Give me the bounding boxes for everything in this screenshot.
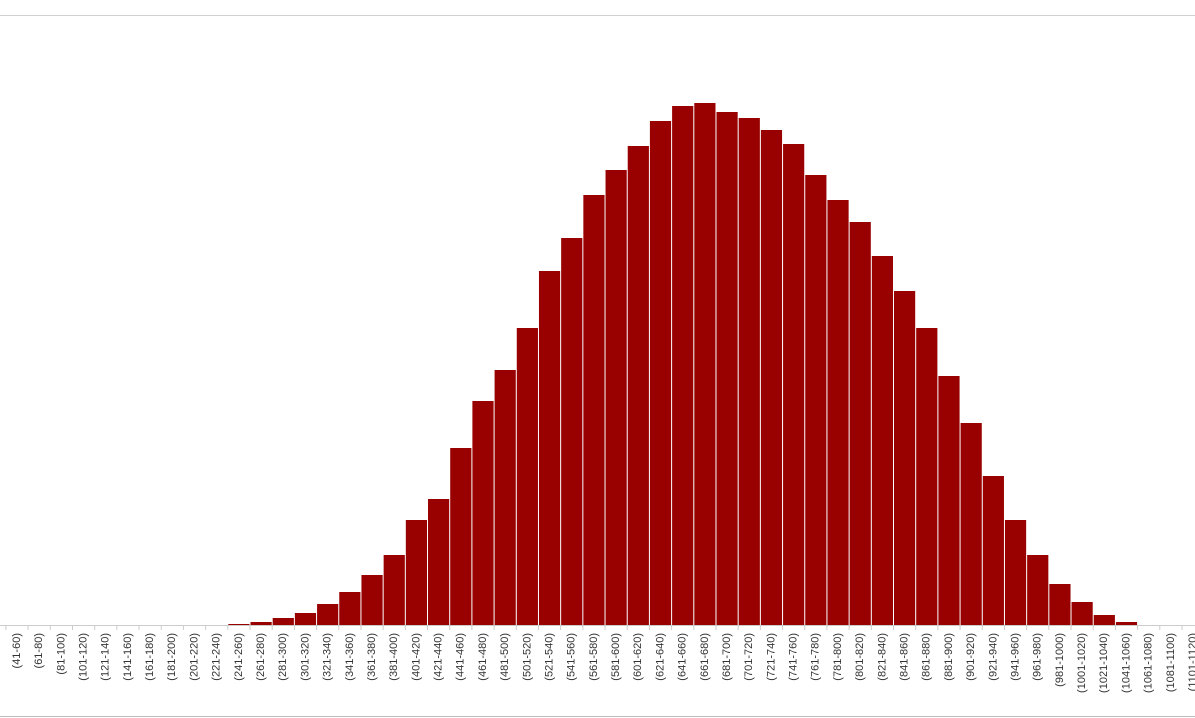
bar — [317, 604, 339, 625]
x-tick-label: (1101-1120) — [1187, 633, 1195, 691]
x-tick-label: (441-460) — [455, 633, 467, 681]
x-tick-label: (881-900) — [943, 633, 955, 681]
x-tick-label: (1021-1040) — [1098, 633, 1110, 693]
bar — [960, 423, 982, 625]
x-tick-label: (301-320) — [299, 633, 311, 681]
x-tick-label: (161-180) — [144, 633, 156, 681]
x-tick-label: (321-340) — [322, 633, 334, 681]
bar — [1093, 615, 1115, 625]
x-tick-label: (1041-1060) — [1120, 633, 1132, 693]
bar — [383, 555, 405, 625]
bar — [605, 170, 627, 625]
x-tick-label: (821-840) — [876, 633, 888, 681]
x-tick-label: (201-220) — [188, 633, 200, 681]
bar — [583, 195, 605, 625]
x-tick-label: (561-580) — [588, 633, 600, 681]
bar — [627, 146, 649, 625]
x-tick-label: (901-920) — [965, 633, 977, 681]
x-tick-label: (421-440) — [433, 633, 445, 681]
bar — [516, 328, 538, 625]
x-tick-label: (261-280) — [255, 633, 267, 681]
bar — [783, 144, 805, 625]
x-tick-label: (761-780) — [810, 633, 822, 681]
x-tick-label: (601-620) — [632, 633, 644, 681]
bar — [982, 476, 1004, 625]
bar — [1004, 520, 1027, 625]
x-tick-label: (841-860) — [899, 633, 911, 681]
x-tick-label: (541-560) — [566, 633, 578, 681]
bar — [738, 118, 760, 625]
x-tick-label: (641-660) — [677, 633, 689, 681]
x-tick-label: (941-960) — [1009, 633, 1021, 681]
bar — [561, 238, 583, 625]
bar — [272, 618, 294, 625]
x-tick-label: (1001-1020) — [1076, 633, 1088, 693]
x-tick-label: (521-540) — [543, 633, 555, 681]
x-tick-label: (701-720) — [743, 633, 755, 681]
bar — [938, 376, 960, 625]
bar — [894, 291, 916, 625]
x-tick-label: (281-300) — [277, 633, 289, 681]
x-tick-label: (81-100) — [55, 633, 67, 675]
x-tick-label: (981-1000) — [1054, 633, 1066, 687]
bar — [916, 328, 938, 625]
x-tick-label: (481-500) — [499, 633, 511, 681]
bar — [1071, 602, 1093, 625]
x-tick-label: (221-240) — [211, 633, 223, 681]
x-tick-label: (1061-1080) — [1143, 633, 1155, 693]
x-tick-label: (361-380) — [366, 633, 378, 681]
x-tick-label: (581-600) — [610, 633, 622, 681]
x-tick-label: (101-120) — [77, 633, 89, 681]
bar — [294, 613, 317, 625]
bar — [1049, 584, 1071, 625]
x-tick-label: (181-200) — [166, 633, 178, 681]
x-tick-label: (341-360) — [344, 633, 356, 681]
x-tick-label: (41-60) — [11, 633, 23, 668]
bar — [428, 499, 450, 625]
bar — [250, 622, 272, 625]
x-tick-label: (961-980) — [1032, 633, 1044, 681]
bar — [361, 575, 383, 625]
x-tick-label: (921-940) — [987, 633, 999, 681]
x-tick-label: (621-640) — [654, 633, 666, 681]
bar — [405, 520, 428, 625]
bar — [538, 271, 561, 625]
x-tick-label: (861-880) — [921, 633, 933, 681]
x-tick-label: (121-140) — [100, 633, 112, 681]
bar — [716, 112, 738, 625]
x-tick-label: (1081-1100) — [1165, 633, 1177, 692]
bar — [472, 401, 494, 625]
bar — [450, 448, 472, 625]
bar — [849, 222, 871, 625]
x-tick-label: (241-260) — [233, 633, 245, 681]
bar — [694, 103, 716, 625]
x-tick-label: (501-520) — [521, 633, 533, 681]
x-tick-label: (801-820) — [854, 633, 866, 681]
bar — [339, 592, 361, 625]
bar — [672, 106, 694, 625]
x-tick-label: (661-680) — [699, 633, 711, 681]
bar — [760, 130, 783, 625]
bar — [494, 370, 516, 625]
x-tick-label: (61-80) — [33, 633, 45, 668]
x-tick-label: (681-700) — [721, 633, 733, 681]
x-tick-label: (721-740) — [765, 633, 777, 681]
x-tick-label: (401-420) — [410, 633, 422, 681]
bar — [649, 121, 672, 625]
x-tick-label: (741-760) — [788, 633, 800, 681]
x-tick-label: (381-400) — [388, 633, 400, 681]
bar — [827, 200, 849, 625]
x-tick-label: (461-480) — [477, 633, 489, 681]
bar — [871, 256, 894, 625]
bar — [805, 175, 827, 625]
x-tick-label: (781-800) — [832, 633, 844, 681]
bar — [228, 624, 250, 625]
bar — [1115, 622, 1138, 625]
x-tick-label: (141-160) — [122, 633, 134, 681]
bar — [1027, 555, 1049, 625]
